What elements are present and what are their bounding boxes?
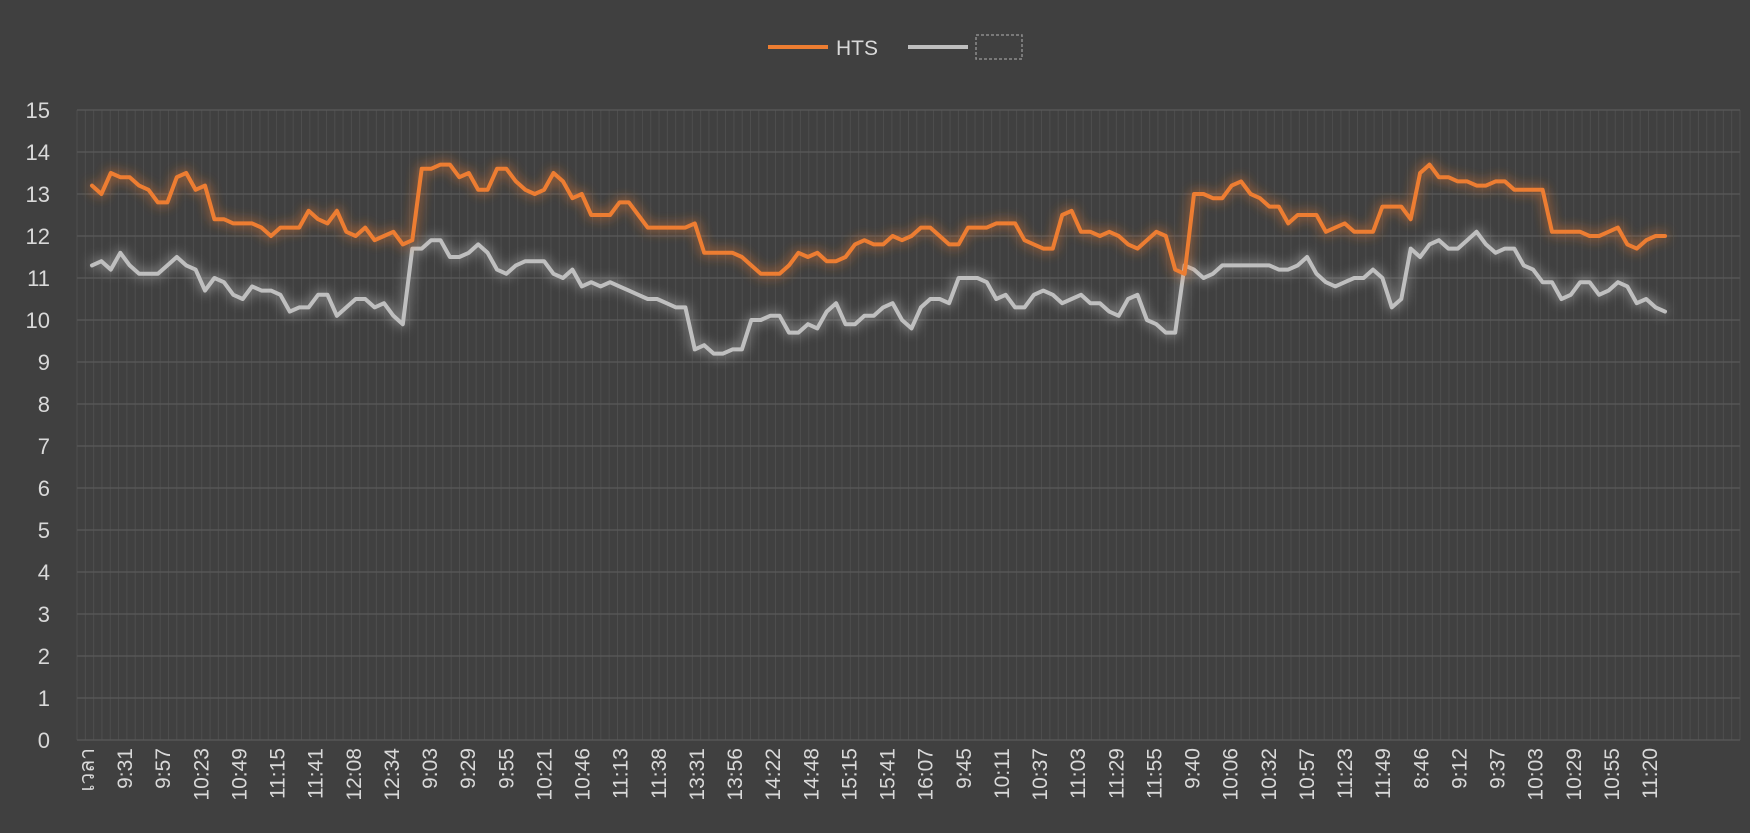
legend-label-0: HTS	[836, 37, 878, 60]
y-tick-label: 10	[26, 308, 50, 333]
x-tick-label: 9:57	[152, 748, 175, 789]
y-tick-label: 5	[38, 518, 50, 543]
x-tick-label: 8:46	[1410, 748, 1433, 789]
series-line-1	[90, 229, 1667, 356]
x-tick-label: 9:31	[114, 748, 137, 789]
x-tick-label: 11:15	[267, 748, 290, 799]
x-tick-label: 10:29	[1563, 748, 1586, 801]
x-tick-label: 11:03	[1067, 748, 1090, 799]
x-tick-label: 11:29	[1105, 748, 1128, 799]
x-tick-label: 11:38	[648, 748, 671, 799]
y-tick-label: 3	[38, 602, 50, 627]
x-tick-label: 10:21	[533, 748, 556, 801]
y-tick-label: 9	[38, 350, 50, 375]
x-tick-label: 11:55	[1143, 748, 1166, 799]
x-tick-label: 10:57	[1296, 748, 1319, 801]
x-tick-label: เวลา	[76, 748, 99, 792]
x-tick-label: 15:15	[838, 748, 861, 801]
legend-label-1-glyph	[975, 34, 1023, 60]
legend: HTS	[768, 34, 1023, 60]
x-tick-label: 10:03	[1525, 748, 1548, 801]
x-tick-label: 10:46	[572, 748, 595, 801]
x-tick-label: 9:37	[1487, 748, 1510, 789]
y-tick-label: 15	[26, 98, 50, 123]
series-line-0	[90, 162, 1667, 276]
x-tick-label: 9:12	[1448, 748, 1471, 789]
y-tick-label: 2	[38, 644, 50, 669]
x-tick-label: 11:23	[1334, 748, 1357, 799]
y-tick-label: 1	[38, 686, 50, 711]
x-tick-label: 12:08	[343, 748, 366, 801]
series-layer	[90, 162, 1667, 356]
x-tick-label: 10:06	[1220, 748, 1243, 801]
y-tick-label: 7	[38, 434, 50, 459]
gridlines	[76, 109, 1741, 741]
x-tick-label: 9:03	[419, 748, 442, 789]
x-tick-label: 16:07	[915, 748, 938, 801]
y-tick-label: 14	[26, 140, 50, 165]
x-tick-label: 11:41	[305, 748, 328, 799]
y-tick-label: 11	[27, 266, 50, 291]
y-tick-label: 13	[26, 182, 50, 207]
x-tick-label: 9:29	[457, 748, 480, 789]
x-tick-label: 15:41	[877, 748, 900, 801]
x-tick-label: 10:55	[1601, 748, 1624, 801]
x-tick-label: 10:32	[1258, 748, 1281, 801]
x-tick-label: 10:23	[190, 748, 213, 801]
x-tick-label: 11:49	[1372, 748, 1395, 799]
y-tick-label: 8	[38, 392, 50, 417]
x-axis-ticks: เวลา 9:31 9:57 10:23 10:49 11:15 11:41 12:08 12:…	[76, 748, 1662, 801]
x-tick-label: 9:40	[1182, 748, 1205, 789]
y-tick-label: 0	[38, 728, 50, 753]
x-tick-label: 14:22	[762, 748, 785, 801]
x-tick-label: 13:31	[686, 748, 709, 801]
x-tick-label: 10:49	[228, 748, 251, 801]
y-tick-label: 6	[38, 476, 50, 501]
x-tick-label: 9:55	[495, 748, 518, 789]
x-tick-label: 12:34	[381, 748, 404, 801]
x-tick-label: 11:20	[1639, 748, 1662, 799]
x-tick-label: 9:45	[953, 748, 976, 789]
x-tick-label: 10:11	[991, 748, 1014, 799]
x-tick-label: 14:48	[800, 748, 823, 801]
x-tick-label: 11:13	[610, 748, 633, 799]
y-tick-label: 4	[38, 560, 50, 585]
y-tick-label: 12	[26, 224, 50, 249]
x-tick-label: 10:37	[1029, 748, 1052, 801]
x-tick-label: 13:56	[724, 748, 747, 801]
